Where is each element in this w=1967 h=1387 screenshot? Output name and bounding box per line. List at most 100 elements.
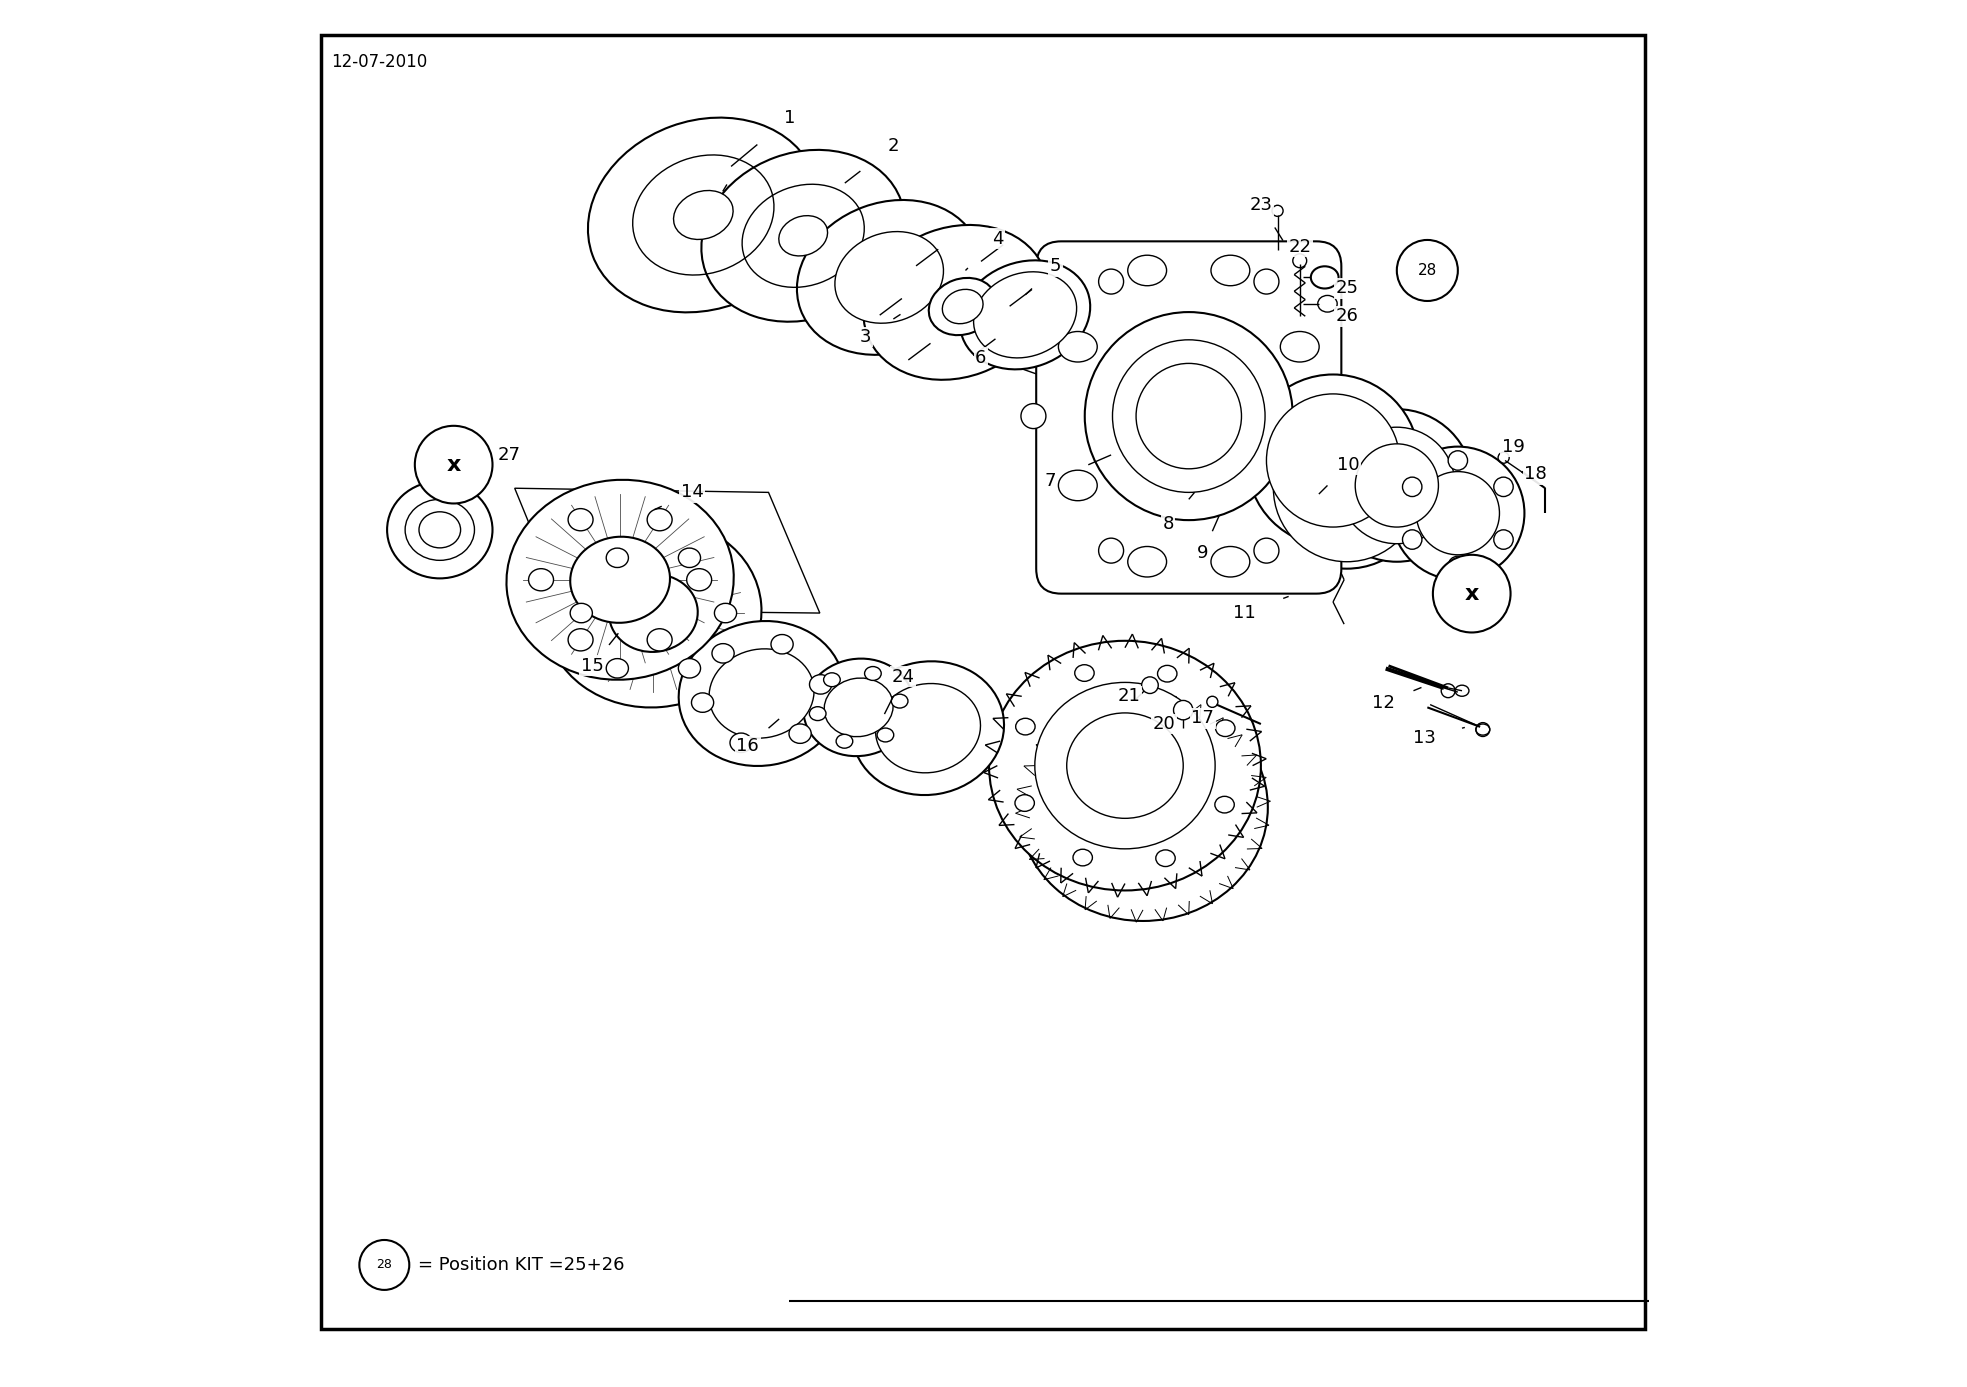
Circle shape [1432,555,1511,632]
Text: 10: 10 [1338,456,1359,473]
Ellipse shape [686,569,712,591]
Ellipse shape [529,569,553,591]
Text: 18: 18 [1524,466,1546,483]
Text: 14: 14 [681,484,704,501]
Ellipse shape [891,694,909,707]
Ellipse shape [1448,556,1467,576]
Ellipse shape [647,509,673,531]
Ellipse shape [824,678,893,736]
Text: 17: 17 [1192,710,1214,727]
Ellipse shape [588,118,818,312]
Ellipse shape [606,548,627,567]
FancyBboxPatch shape [1037,241,1341,594]
Ellipse shape [1216,720,1235,736]
Ellipse shape [702,150,905,322]
Ellipse shape [1216,796,1233,813]
Ellipse shape [405,499,474,560]
Ellipse shape [730,734,751,753]
Ellipse shape [803,659,915,756]
Ellipse shape [1157,666,1176,682]
Ellipse shape [1113,340,1265,492]
Ellipse shape [679,621,844,766]
Ellipse shape [1127,255,1166,286]
Text: 1: 1 [783,110,795,126]
Text: 16: 16 [736,738,759,755]
Ellipse shape [1100,269,1123,294]
Ellipse shape [1255,538,1279,563]
Ellipse shape [1072,849,1092,865]
Ellipse shape [865,667,881,681]
Text: 25: 25 [1336,280,1359,297]
Text: 4: 4 [991,230,1003,247]
Text: 12-07-2010: 12-07-2010 [332,54,429,71]
Ellipse shape [1273,415,1420,562]
Circle shape [415,426,492,503]
Ellipse shape [1310,266,1340,288]
Text: 5: 5 [1050,258,1062,275]
Ellipse shape [1416,472,1499,555]
Ellipse shape [797,200,982,355]
Text: 7: 7 [1044,473,1056,490]
Ellipse shape [714,603,736,623]
Ellipse shape [1174,700,1192,720]
Text: 19: 19 [1503,438,1524,455]
Text: 23: 23 [1249,197,1273,214]
Ellipse shape [810,674,832,694]
Text: = Position KIT =25+26: = Position KIT =25+26 [417,1257,624,1273]
Ellipse shape [1448,451,1467,470]
Ellipse shape [1015,795,1035,811]
Text: 13: 13 [1412,730,1436,746]
Ellipse shape [779,215,828,257]
Ellipse shape [1355,444,1438,527]
Ellipse shape [852,662,1003,795]
Text: 20: 20 [1153,716,1174,732]
Ellipse shape [1015,718,1035,735]
Ellipse shape [824,673,840,687]
Text: 28: 28 [376,1258,391,1272]
Ellipse shape [1021,404,1046,429]
Ellipse shape [1320,409,1473,562]
Ellipse shape [960,261,1090,369]
Ellipse shape [808,707,826,721]
Ellipse shape [942,290,984,323]
Ellipse shape [877,728,893,742]
Ellipse shape [834,232,944,323]
Ellipse shape [1247,374,1418,546]
Text: x: x [1465,584,1479,603]
Ellipse shape [789,724,810,743]
Ellipse shape [1157,850,1174,867]
Text: 24: 24 [891,669,915,685]
Ellipse shape [1035,682,1216,849]
Ellipse shape [679,548,700,567]
Ellipse shape [1402,477,1422,497]
Ellipse shape [570,537,671,623]
Ellipse shape [545,519,761,707]
Ellipse shape [1137,363,1241,469]
Text: 11: 11 [1233,605,1255,621]
Ellipse shape [974,272,1076,358]
Ellipse shape [1127,546,1166,577]
Ellipse shape [989,641,1261,890]
Ellipse shape [1058,331,1098,362]
Ellipse shape [606,659,627,678]
Ellipse shape [1141,677,1159,694]
Ellipse shape [1493,530,1513,549]
Ellipse shape [1255,269,1279,294]
Ellipse shape [710,649,814,738]
Circle shape [360,1240,409,1290]
Ellipse shape [1267,408,1428,569]
Ellipse shape [570,603,592,623]
Text: 3: 3 [860,329,871,345]
Ellipse shape [1084,312,1292,520]
Ellipse shape [1267,394,1401,527]
Ellipse shape [506,480,734,680]
Ellipse shape [568,628,594,651]
Ellipse shape [1019,694,1269,921]
Ellipse shape [875,684,980,773]
Ellipse shape [712,644,734,663]
Ellipse shape [1058,470,1098,501]
Ellipse shape [1281,331,1320,362]
Ellipse shape [568,509,594,531]
Ellipse shape [610,574,698,652]
Ellipse shape [1391,447,1524,580]
